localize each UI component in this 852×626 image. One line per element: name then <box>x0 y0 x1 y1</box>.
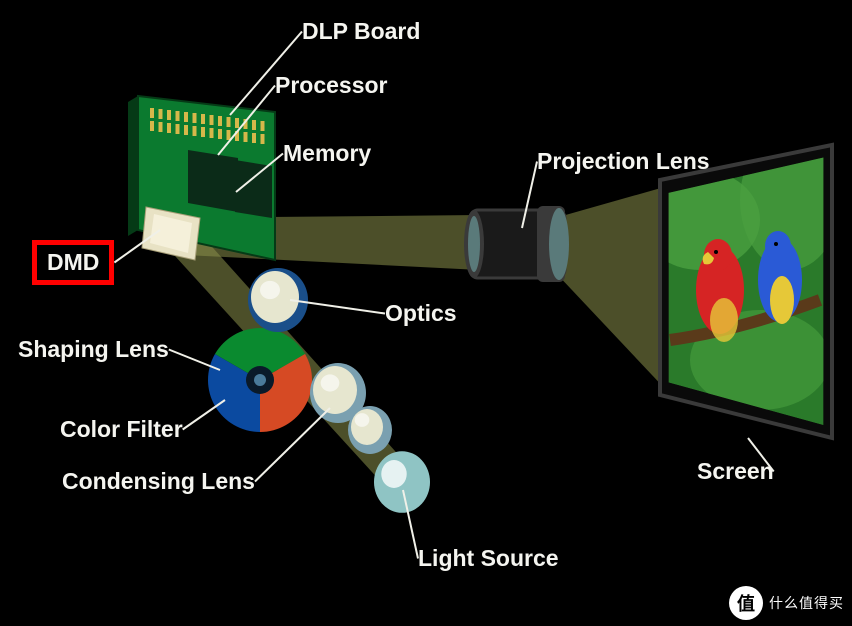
label-condensing-lens: Condensing Lens <box>62 468 255 495</box>
label-dlp-board: DLP Board <box>302 18 420 45</box>
label-projection-lens: Projection Lens <box>537 148 710 175</box>
label-processor: Processor <box>275 72 388 99</box>
label-dmd: DMD <box>32 240 114 285</box>
watermark-text: 什么值得买 <box>769 593 844 613</box>
label-memory: Memory <box>283 140 371 167</box>
watermark: 值 什么值得买 <box>729 586 844 620</box>
watermark-badge: 值 <box>729 586 763 620</box>
label-optics: Optics <box>385 300 457 327</box>
label-screen: Screen <box>697 458 774 485</box>
label-shaping-lens: Shaping Lens <box>18 336 169 363</box>
diagram-stage: { "canvas": { "width": 852, "height": 62… <box>0 0 852 626</box>
label-light-source: Light Source <box>418 545 559 572</box>
label-color-filter: Color Filter <box>60 416 183 443</box>
